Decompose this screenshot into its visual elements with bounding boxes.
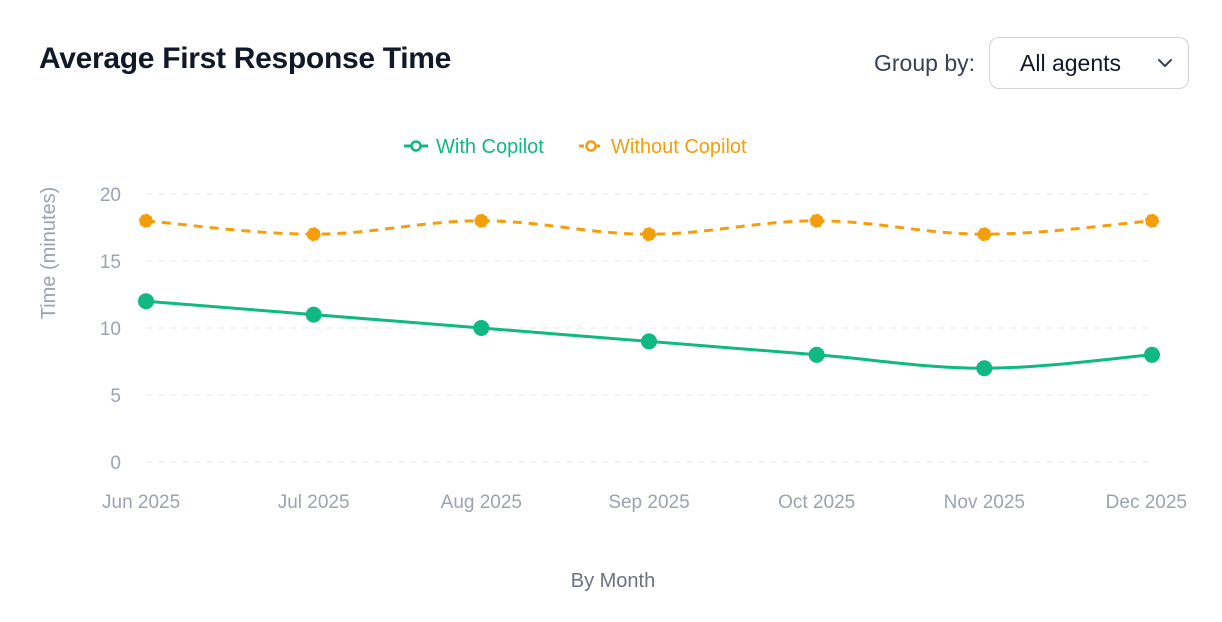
legend-marker-icon [585,140,597,152]
data-point[interactable] [473,320,490,336]
group-by-select[interactable]: All agents [989,37,1189,89]
data-point[interactable] [138,293,154,310]
chart-title: Average First Response Time [39,42,452,75]
legend-label: With Copilot [436,136,544,158]
y-tick-label: 20 [100,185,121,206]
series-without-copilot [139,213,1159,242]
legend-item-without-copilot[interactable]: Without Copilot [579,136,747,158]
y-axis-ticks: 0 5 10 15 20 [100,185,121,474]
x-tick-label: Jul 2025 [278,492,350,513]
data-point[interactable] [1145,213,1159,228]
data-point[interactable] [305,306,322,323]
legend-marker-icon [410,140,422,152]
data-point[interactable] [1144,346,1160,363]
data-point[interactable] [809,213,824,228]
y-tick-label: 15 [100,252,121,273]
data-point[interactable] [474,213,489,228]
y-tick-label: 5 [110,386,121,407]
data-point[interactable] [808,346,825,363]
x-tick-label: Jun 2025 [102,492,180,513]
y-tick-label: 0 [110,453,121,474]
group-by-selected-value: All agents [1020,49,1122,76]
data-point[interactable] [641,333,657,350]
series-with-copilot [138,293,1160,377]
chevron-down-icon [1158,59,1172,67]
legend-label: Without Copilot [611,136,747,158]
x-tick-label: Nov 2025 [944,492,1025,513]
legend: With Copilot Without Copilot [404,136,747,158]
data-point[interactable] [306,227,321,242]
x-tick-label: Dec 2025 [1106,492,1187,513]
legend-item-with-copilot[interactable]: With Copilot [404,136,544,158]
x-tick-label: Sep 2025 [608,492,689,513]
data-point[interactable] [139,213,153,228]
series-layer [138,213,1160,377]
data-point[interactable] [642,227,656,242]
group-by-label: Group by: [874,49,975,76]
data-point[interactable] [977,227,992,242]
group-by-control: Group by: All agents [874,37,1189,89]
x-axis-title: By Month [571,570,655,592]
y-tick-label: 10 [100,319,121,340]
x-axis-ticks: Jun 2025 Jul 2025 Aug 2025 Sep 2025 Oct 2025… [102,492,1187,513]
x-tick-label: Oct 2025 [778,492,855,513]
data-point[interactable] [976,360,993,377]
x-tick-label: Aug 2025 [441,492,522,513]
y-axis-title: Time (minutes) [38,187,60,320]
